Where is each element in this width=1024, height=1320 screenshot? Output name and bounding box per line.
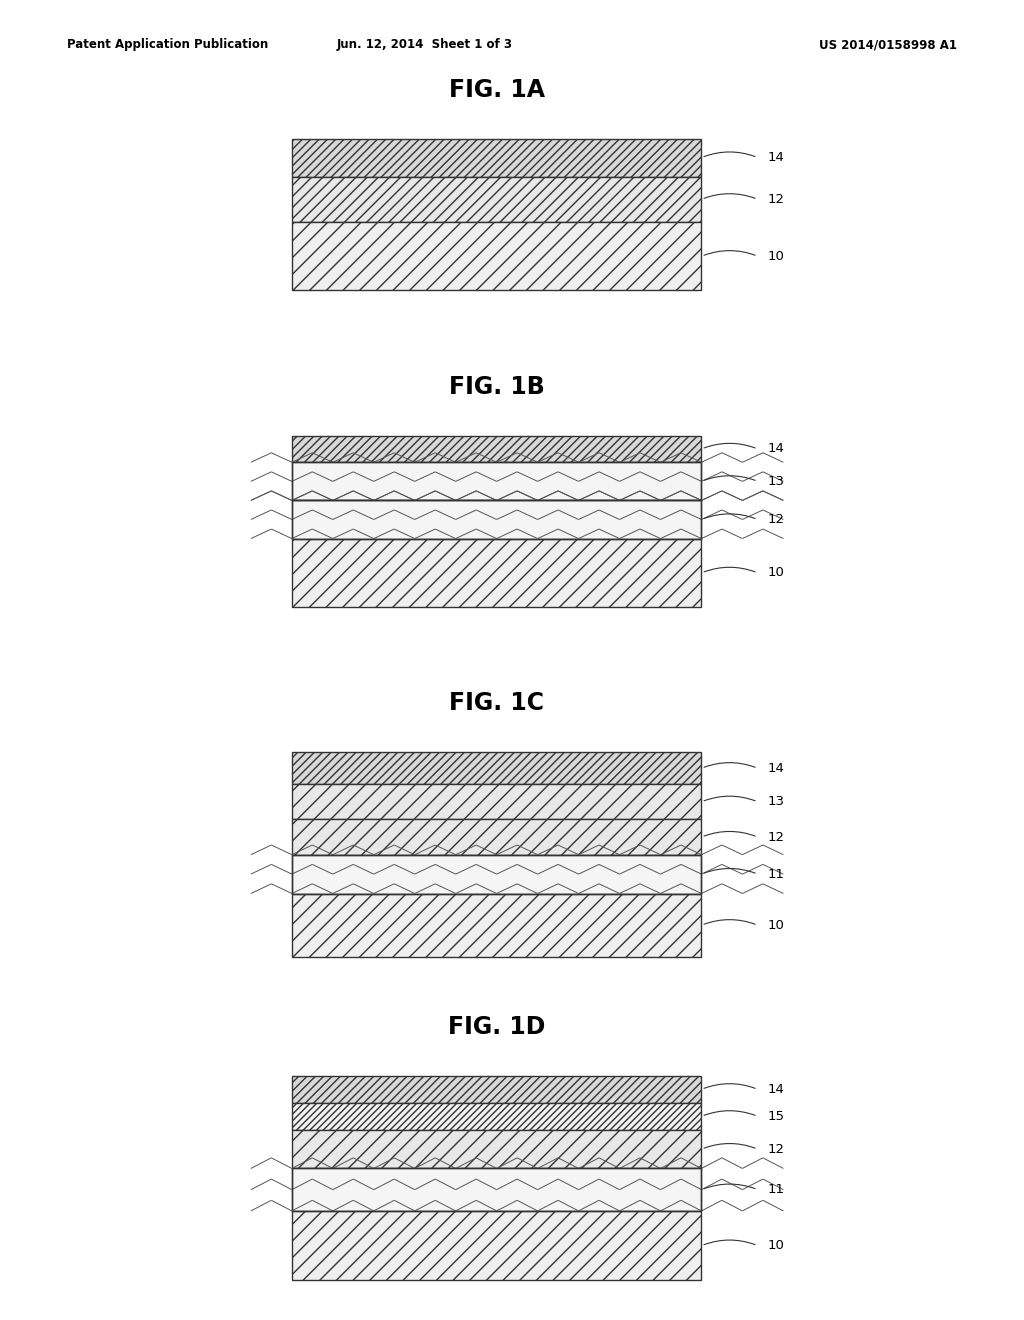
Bar <box>292 462 701 500</box>
Text: US 2014/0158998 A1: US 2014/0158998 A1 <box>819 38 957 51</box>
Bar <box>292 1168 701 1210</box>
Text: 11: 11 <box>768 1183 785 1196</box>
Bar <box>292 1210 701 1280</box>
Bar <box>292 894 701 957</box>
Text: 12: 12 <box>768 193 785 206</box>
Bar <box>292 1130 701 1168</box>
Text: 11: 11 <box>768 867 785 880</box>
Bar <box>292 752 701 784</box>
Bar <box>292 500 701 539</box>
Text: 10: 10 <box>768 1239 784 1253</box>
Text: 15: 15 <box>768 1110 785 1123</box>
Bar <box>292 1076 701 1102</box>
Bar <box>292 436 701 462</box>
Bar <box>292 1102 701 1130</box>
Text: FIG. 1A: FIG. 1A <box>449 78 545 102</box>
Text: FIG. 1B: FIG. 1B <box>449 375 545 399</box>
Bar <box>292 139 701 177</box>
Bar <box>292 1168 701 1210</box>
Text: 14: 14 <box>768 150 784 164</box>
Bar <box>292 462 701 500</box>
Text: 12: 12 <box>768 513 785 525</box>
Bar <box>292 820 701 855</box>
Text: 14: 14 <box>768 442 784 455</box>
Bar <box>292 500 701 539</box>
Text: 10: 10 <box>768 249 784 263</box>
Text: 10: 10 <box>768 919 784 932</box>
Text: Jun. 12, 2014  Sheet 1 of 3: Jun. 12, 2014 Sheet 1 of 3 <box>337 38 513 51</box>
Text: 12: 12 <box>768 830 785 843</box>
Text: Patent Application Publication: Patent Application Publication <box>67 38 268 51</box>
Text: 13: 13 <box>768 475 785 488</box>
Bar <box>292 500 701 539</box>
Bar <box>292 784 701 820</box>
Bar <box>292 855 701 894</box>
Bar <box>292 177 701 222</box>
Bar <box>292 462 701 500</box>
Bar <box>292 539 701 607</box>
Bar <box>292 855 701 894</box>
Bar <box>292 855 701 894</box>
Bar <box>292 1168 701 1210</box>
Text: 13: 13 <box>768 795 785 808</box>
Text: 12: 12 <box>768 1143 785 1155</box>
Text: FIG. 1C: FIG. 1C <box>450 692 544 715</box>
Text: 14: 14 <box>768 1082 784 1096</box>
Text: FIG. 1D: FIG. 1D <box>447 1015 546 1039</box>
Text: 14: 14 <box>768 762 784 775</box>
Bar <box>292 222 701 290</box>
Text: 10: 10 <box>768 566 784 579</box>
